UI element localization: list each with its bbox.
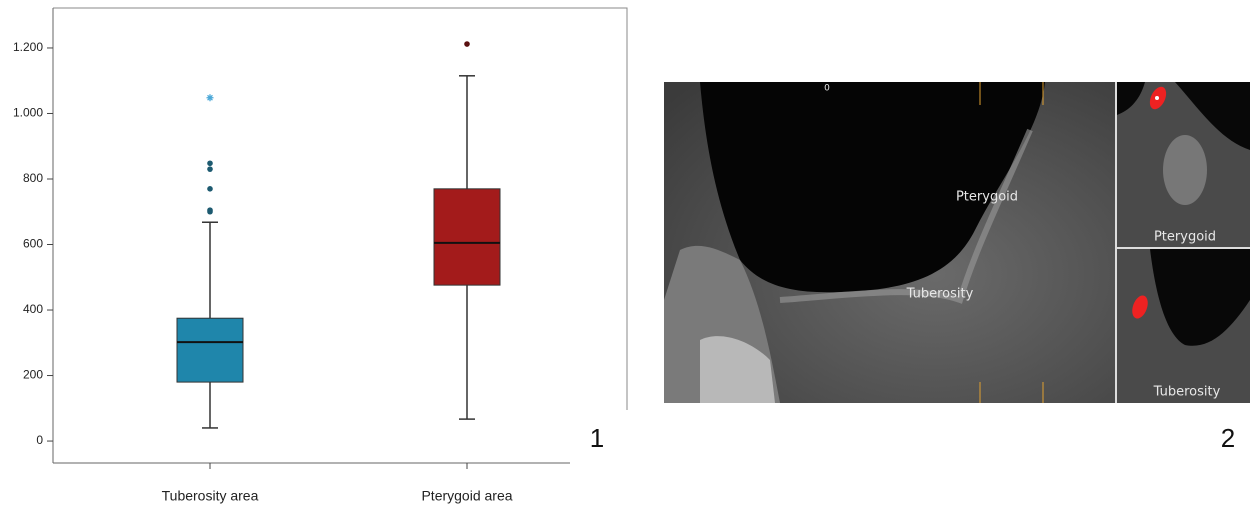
image-label: Pterygoid — [1154, 230, 1216, 245]
y-tick-label: 1.000 — [13, 106, 43, 120]
image-label: Tuberosity — [906, 287, 974, 302]
box-plot: 0 200 400 600 800 1.000 1.200 Tuberosity area Pt… — [13, 40, 513, 504]
sinus — [700, 82, 1045, 293]
box — [433, 188, 501, 286]
bone-ridge — [779, 128, 1033, 304]
scale-label: 0 — [824, 84, 830, 94]
box — [176, 317, 244, 383]
outlier — [207, 207, 213, 213]
tooth-crown — [700, 336, 775, 403]
outlier — [207, 186, 213, 192]
y-tick-label: 400 — [23, 302, 43, 316]
inset-air — [1175, 82, 1250, 150]
red-marker — [1132, 295, 1148, 319]
outlier — [207, 166, 213, 172]
y-tick-label: 800 — [23, 171, 43, 185]
y-tick-label: 200 — [23, 368, 43, 382]
inset-air — [1117, 82, 1145, 115]
outlier — [464, 41, 470, 47]
image-label: Tuberosity — [1153, 385, 1221, 400]
x-tick-label: Pterygoid area — [421, 488, 512, 504]
y-tick-label: 1.200 — [13, 40, 43, 54]
x-tick-label: Tuberosity area — [162, 488, 259, 504]
panel-label: 2 — [1221, 423, 1235, 453]
y-tick-label: 600 — [23, 237, 43, 251]
image-label: Pterygoid — [956, 190, 1018, 205]
inset-bone — [1163, 135, 1207, 205]
panel-label: 1 — [590, 423, 604, 453]
red-marker-dot — [1155, 96, 1159, 100]
inset-air — [1150, 249, 1250, 346]
ct-image: 0 Pterygoid Tuberosity Pterygoid Tuberos… — [664, 82, 1250, 403]
outlier — [207, 160, 213, 167]
extreme — [206, 94, 214, 102]
y-tick-label: 0 — [36, 433, 43, 447]
plot-frame — [53, 7, 628, 410]
